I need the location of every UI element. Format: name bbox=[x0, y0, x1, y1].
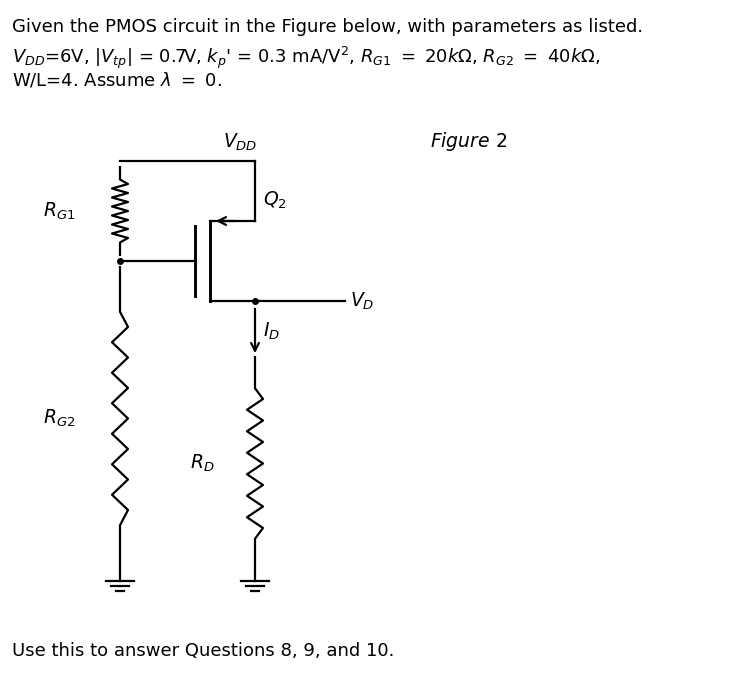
Text: $V_{DD}$: $V_{DD}$ bbox=[223, 132, 257, 153]
Text: $I_D$: $I_D$ bbox=[263, 321, 280, 341]
Text: $\it{Figure\ 2}$: $\it{Figure\ 2}$ bbox=[430, 130, 507, 153]
Text: $Q_2$: $Q_2$ bbox=[263, 190, 287, 211]
Text: W/L=4. Assume $\lambda$ $=$ 0.: W/L=4. Assume $\lambda$ $=$ 0. bbox=[12, 70, 222, 89]
Text: $V_D$: $V_D$ bbox=[350, 290, 374, 312]
Text: $V_{DD}$=6V, $|V_{tp}|$ = 0.7V, $k_p$' = 0.3 mA/V$^2$, $R_{G1}$ $=$ $20k\Omega$,: $V_{DD}$=6V, $|V_{tp}|$ = 0.7V, $k_p$' =… bbox=[12, 45, 600, 71]
Text: Use this to answer Questions 8, 9, and 10.: Use this to answer Questions 8, 9, and 1… bbox=[12, 642, 394, 660]
Text: $R_D$: $R_D$ bbox=[191, 453, 215, 474]
Text: $R_{G1}$: $R_{G1}$ bbox=[43, 200, 75, 222]
Text: Given the PMOS circuit in the Figure below, with parameters as listed.: Given the PMOS circuit in the Figure bel… bbox=[12, 18, 643, 36]
Text: $R_{G2}$: $R_{G2}$ bbox=[43, 408, 75, 429]
